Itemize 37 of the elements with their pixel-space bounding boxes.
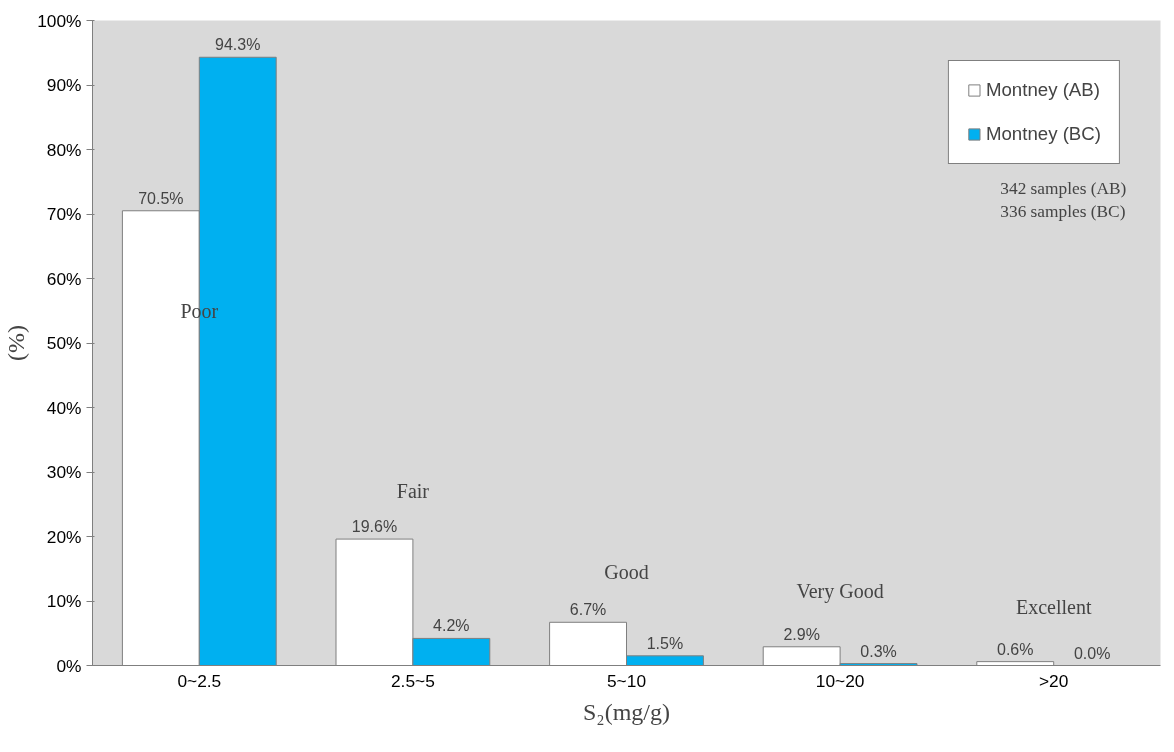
annotation: Fair: [396, 480, 430, 503]
legend-label: Montney (AB): [985, 79, 1100, 101]
annotation: 336 samples (BC): [1000, 201, 1126, 221]
y-tick-label: 40%: [46, 397, 82, 418]
y-tick-label: 30%: [46, 462, 82, 482]
data-label: 0.0%: [1073, 644, 1111, 662]
y-axis-title: (%): [3, 325, 30, 361]
x-axis-title: S₂(mg/g): [582, 698, 671, 725]
data-label: 2.9%: [783, 625, 820, 643]
x-tick-label: 10~20: [815, 670, 865, 691]
y-tick-label: 10%: [46, 591, 82, 611]
annotation: 342 samples (AB): [1000, 178, 1127, 198]
data-label: 94.3%: [215, 36, 261, 54]
data-label: 70.5%: [138, 189, 184, 207]
y-tick-label: 90%: [46, 75, 82, 95]
legend-label: Montney (BC): [985, 123, 1101, 145]
y-tick-label: 20%: [46, 526, 82, 547]
data-label: 19.6%: [351, 518, 398, 536]
y-tick-label: 100%: [37, 10, 82, 31]
y-tick-label: 0%: [56, 655, 82, 676]
annotation: Good: [604, 560, 649, 583]
data-label: 1.5%: [646, 634, 684, 652]
x-tick-label: 0~2.5: [177, 670, 222, 691]
data-label: 4.2%: [433, 617, 470, 635]
data-label: 0.3%: [860, 642, 897, 660]
annotation: Poor: [180, 299, 219, 322]
y-tick-label: 60%: [46, 268, 82, 289]
x-tick-label: 2.5~5: [390, 670, 435, 691]
y-tick-label: 80%: [46, 139, 82, 160]
x-tick-label: 5~10: [606, 670, 647, 691]
x-tick-label: >20: [1039, 670, 1069, 691]
data-label: 0.6%: [997, 640, 1034, 658]
annotation: Excellent: [1015, 596, 1092, 619]
y-tick-label: 70%: [46, 204, 82, 224]
annotation: Very Good: [796, 580, 884, 604]
data-label: 6.7%: [569, 601, 607, 619]
y-tick-label: 50%: [46, 333, 82, 353]
